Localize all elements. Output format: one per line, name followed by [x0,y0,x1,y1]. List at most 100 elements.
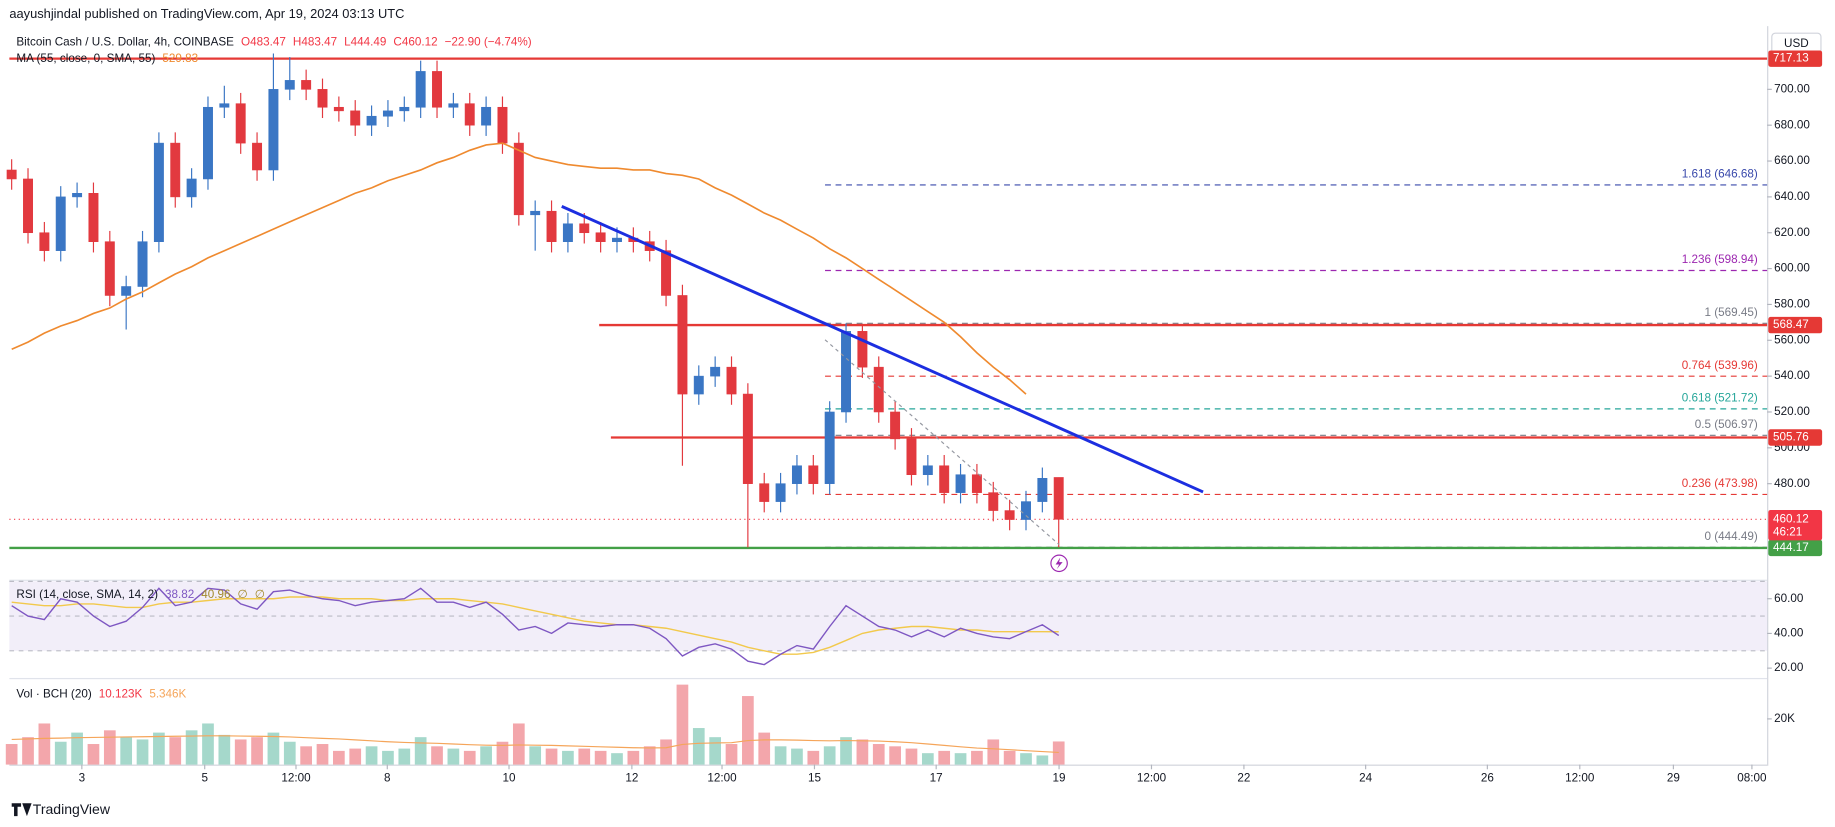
candle-body [661,250,672,296]
volume-bar [365,746,378,765]
volume-bar [676,684,689,765]
volume-bar [954,753,967,765]
volume-bar [480,746,492,765]
candle-body [579,223,590,234]
volume-bar [1020,753,1032,765]
last-price-label: 460.12 [1773,512,1809,525]
x-tick-label: 12 [625,772,638,785]
volume-bar [1036,755,1049,765]
fib-diagonal [824,339,1060,546]
candle-body [808,465,819,484]
fib-label: 0.5 (506.97) [1695,418,1758,431]
pane-separator [9,677,1768,680]
x-tick-label: 10 [503,772,517,785]
volume-bar [709,737,722,765]
candle-body [562,223,573,242]
candle-body [677,295,688,395]
publisher: aayushjindal published on TradingView.co… [9,6,404,21]
level-label: 717.13 [1773,52,1809,65]
ma-legend-value: 529.83 [162,52,198,65]
candle-body [1037,478,1048,502]
volume-bar [38,723,51,765]
candle-body [971,474,982,493]
volume-bar [251,737,263,765]
candle-body [922,465,933,476]
candle-body [759,483,770,502]
candle-body [121,286,132,296]
candle-body [906,438,917,476]
volume-bar [153,732,165,765]
volume-bar [185,730,198,765]
candle-body [235,103,246,144]
x-tick-label: 26 [1481,772,1494,785]
volume-bar [611,753,623,765]
candle-body [88,193,99,242]
volume-tick-label: 20K [1774,712,1795,725]
volume-bar [414,737,427,765]
x-tick-label: 12:00 [707,772,737,785]
candle-body [170,142,181,198]
ohlc-value: C460.12 [393,36,437,49]
ma-line [11,142,1027,395]
level-label: 444.17 [1773,541,1809,554]
volume-bar [758,732,771,765]
ohlc-value: −22.90 (−4.74%) [445,36,532,49]
y-tick-label: 480.00 [1774,477,1810,490]
volume-bar [594,750,607,765]
y-tick-label: 560.00 [1774,333,1810,346]
candle-body [497,106,508,144]
candle-body [301,80,312,90]
volume-bar [103,730,116,765]
volume-bar [987,739,1000,765]
ohlc-value: H483.47 [293,36,337,49]
candle-body [955,474,966,493]
volume-bar [87,744,100,765]
rsi-line [11,587,1060,666]
rsi-tick-label: 40.00 [1774,627,1804,640]
x-tick-label: 5 [201,772,208,785]
volume-legend: Vol · BCH (20) [16,687,91,700]
rsi-legend-value: 40.96 [201,588,230,601]
volume-bar [349,748,362,765]
volume-bar [382,750,394,765]
candle-body [137,241,148,287]
candle-body [284,80,295,90]
level-label-box [1768,316,1823,334]
candle-body [612,237,622,242]
pane-separator [9,579,1768,581]
x-tick-label: 24 [1359,772,1373,785]
candle-body [333,106,344,112]
candle-body [399,106,410,112]
y-tick-label: 520.00 [1774,405,1810,418]
level-label-box [1768,429,1823,446]
x-tick-label: 12:00 [1137,772,1167,785]
volume-ma [11,735,1059,753]
candle-body [382,110,393,117]
volume-bar [431,746,443,765]
candle-body [726,366,737,395]
x-tick-label: 19 [1053,772,1066,785]
candle-body [710,366,721,377]
fib-label: 0.764 (539.96) [1682,359,1758,372]
volume-bar [529,746,542,765]
volume-bar [742,696,754,765]
logo [11,803,32,817]
volume-bar [921,753,934,765]
rsi-tick-label: 60.00 [1774,592,1804,605]
x-tick-label: 3 [79,772,86,785]
footer-brand: TradingView [33,801,111,817]
volume-bar [316,744,329,765]
y-tick-label: 700.00 [1774,82,1810,95]
volume-bar [938,750,951,765]
fib-label: 0 (444.49) [1704,530,1757,543]
candle-body [693,375,704,395]
level-label-box [1768,50,1823,67]
candle-body [153,142,164,242]
currency[interactable]: USD [1784,37,1809,50]
ma-legend: MA (55, close, 0, SMA, 55) [16,52,155,65]
fib-label: 1.236 (598.94) [1682,253,1758,266]
candle-body [939,465,950,493]
candle-body [988,492,999,511]
x-tick-label: 08:00 [1737,772,1767,785]
y-tick-label: 660.00 [1774,154,1810,167]
